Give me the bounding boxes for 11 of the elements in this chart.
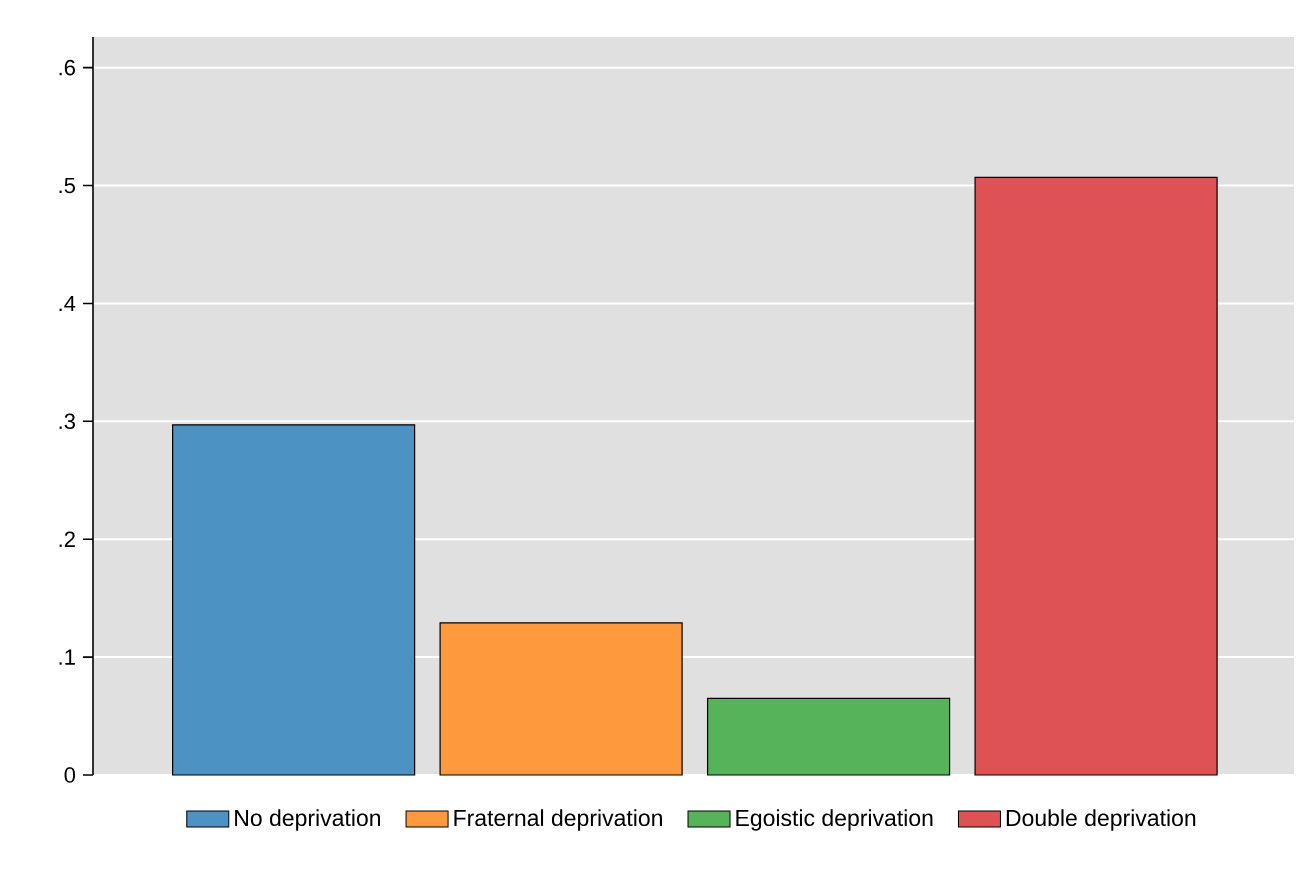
- legend-label: Double deprivation: [1006, 809, 1196, 831]
- legend-label: Fraternal deprivation: [454, 809, 662, 831]
- y-tick-label: .1: [59, 649, 75, 665]
- y-tick-label: 0: [64, 767, 76, 783]
- legend-label: Egoistic deprivation: [736, 809, 933, 831]
- legend-label: No deprivation: [235, 809, 381, 831]
- y-tick-label: .2: [59, 531, 75, 547]
- y-tick-label: .5: [59, 177, 75, 194]
- y-tick-label: .4: [59, 295, 76, 311]
- y-tick-label: .6: [59, 59, 75, 76]
- y-tick-label: .3: [59, 413, 75, 430]
